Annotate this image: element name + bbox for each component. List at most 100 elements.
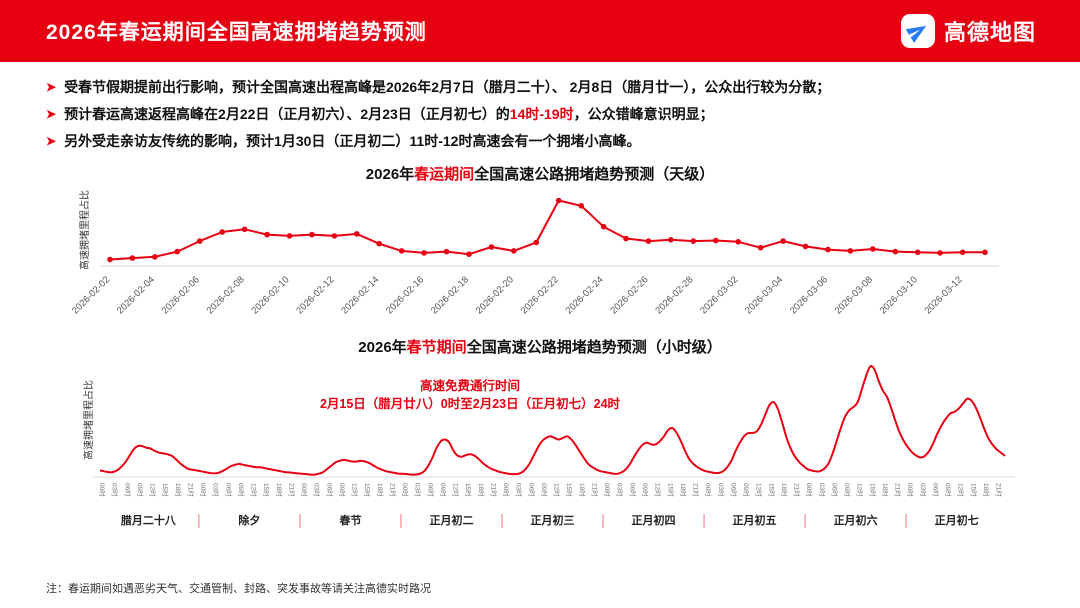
svg-text:2026-03-04: 2026-03-04 — [743, 274, 785, 316]
svg-text:18时: 18时 — [376, 483, 385, 497]
svg-text:06时: 06时 — [830, 483, 839, 497]
svg-text:12时: 12时 — [250, 483, 259, 497]
svg-text:03时: 03时 — [818, 483, 827, 497]
svg-text:2026-03-08: 2026-03-08 — [833, 274, 875, 316]
svg-text:06时: 06时 — [628, 483, 637, 497]
svg-text:2026-02-18: 2026-02-18 — [429, 274, 471, 316]
svg-text:2026-02-16: 2026-02-16 — [384, 274, 426, 316]
svg-text:正月初六: 正月初六 — [834, 513, 878, 527]
svg-text:除夕: 除夕 — [238, 513, 260, 527]
header-bar: 2026年春运期间全国高速拥堵趋势预测 高德地图 — [0, 0, 1080, 62]
arrow-icon: ➤ — [46, 107, 57, 121]
svg-text:06时: 06时 — [325, 483, 334, 497]
svg-text:09时: 09时 — [944, 483, 953, 497]
svg-text:2026-02-28: 2026-02-28 — [653, 274, 695, 316]
svg-text:2026-03-02: 2026-03-02 — [698, 274, 740, 316]
svg-text:12时: 12时 — [351, 483, 360, 497]
svg-text:00时: 00时 — [300, 483, 309, 497]
svg-text:18时: 18时 — [881, 483, 890, 497]
svg-text:00时: 00时 — [906, 483, 915, 497]
svg-text:03时: 03时 — [414, 483, 423, 497]
svg-text:12时: 12时 — [957, 483, 966, 497]
hourly-chart-title: 2026年春节期间全国高速公路拥堵趋势预测（小时级） — [358, 339, 722, 356]
svg-text:12时: 12时 — [149, 483, 158, 497]
svg-text:00时: 00时 — [805, 483, 814, 497]
svg-text:06时: 06时 — [729, 483, 738, 497]
svg-text:18时: 18时 — [679, 483, 688, 497]
bullet-item-2: ➤ 预计春运高速返程高峰在2月22日（正月初六）、2月23日（正月初七）的14时… — [46, 102, 1034, 126]
svg-text:2026-03-12: 2026-03-12 — [923, 274, 965, 316]
svg-text:12时: 12时 — [452, 483, 461, 497]
arrow-icon: ➤ — [46, 80, 57, 94]
svg-text:00时: 00时 — [502, 483, 511, 497]
svg-text:15时: 15时 — [161, 483, 170, 497]
svg-text:15时: 15时 — [565, 483, 574, 497]
svg-text:21时: 21时 — [186, 483, 195, 497]
amap-paper-plane-icon — [900, 14, 935, 48]
svg-text:18时: 18时 — [780, 483, 789, 497]
bullet-item-3: ➤ 另外受走亲访友传统的影响，预计1月30日（正月初二）11时-12时高速会有一… — [46, 129, 1034, 153]
svg-text:2026-02-20: 2026-02-20 — [474, 274, 516, 316]
svg-text:21时: 21时 — [388, 483, 397, 497]
svg-text:21时: 21时 — [995, 483, 1004, 497]
svg-text:09时: 09时 — [237, 483, 246, 497]
svg-text:03时: 03时 — [212, 483, 221, 497]
amap-logo: 高德地图 — [900, 14, 1036, 48]
svg-text:09时: 09时 — [742, 483, 751, 497]
svg-text:12时: 12时 — [654, 483, 663, 497]
svg-text:09时: 09时 — [136, 483, 145, 497]
svg-text:15时: 15时 — [464, 483, 473, 497]
daily-chart-title: 2026年春运期间全国高速公路拥堵趋势预测（天级） — [365, 166, 715, 183]
bullet-text-1: 受春节假期提前出行影响，预计全国高速出程高峰是2026年2月7日（腊月二十）、 … — [64, 79, 831, 95]
svg-text:09时: 09时 — [338, 483, 347, 497]
svg-text:21时: 21时 — [287, 483, 296, 497]
svg-text:09时: 09时 — [843, 483, 852, 497]
svg-text:正月初四: 正月初四 — [632, 513, 676, 527]
svg-text:00时: 00时 — [603, 483, 612, 497]
svg-text:00时: 00时 — [98, 483, 107, 497]
svg-text:15时: 15时 — [969, 483, 978, 497]
svg-text:21时: 21时 — [692, 483, 701, 497]
free-pass-line-1: 高速免费通行时间 — [419, 379, 520, 393]
svg-text:06时: 06时 — [224, 483, 233, 497]
arrow-icon: ➤ — [46, 134, 57, 148]
svg-text:2026-02-02: 2026-02-02 — [70, 274, 112, 316]
page-title: 2026年春运期间全国高速拥堵趋势预测 — [46, 21, 427, 44]
svg-text:2026-02-10: 2026-02-10 — [249, 274, 291, 316]
bullet-text-3: 另外受走亲访友传统的影响，预计1月30日（正月初二）11时-12时高速会有一个拥… — [64, 133, 641, 149]
svg-text:2026-02-26: 2026-02-26 — [608, 274, 650, 316]
svg-text:06时: 06时 — [931, 483, 940, 497]
svg-text:2026-02-06: 2026-02-06 — [160, 274, 202, 316]
svg-text:03时: 03时 — [515, 483, 524, 497]
daily-chart: 高速拥堵里程占比 2026-02-02 2026-02-04 2026-02-06 2… — [40, 186, 1040, 334]
footer-note: 注：春运期间如遇恶劣天气、交通管制、封路、突发事故等请关注高德实时路况 — [46, 583, 431, 595]
svg-text:09时: 09时 — [540, 483, 549, 497]
svg-text:03时: 03时 — [111, 483, 120, 497]
svg-text:21时: 21时 — [489, 483, 498, 497]
svg-text:03时: 03时 — [313, 483, 322, 497]
svg-text:15时: 15时 — [262, 483, 271, 497]
amap-logo-text: 高德地图 — [943, 20, 1036, 45]
svg-text:09时: 09时 — [439, 483, 448, 497]
svg-text:06时: 06时 — [527, 483, 536, 497]
svg-text:2026-03-06: 2026-03-06 — [788, 274, 830, 316]
svg-text:12时: 12时 — [755, 483, 764, 497]
hourly-chart: 高速免费通行时间 2月15日（腊月廿八）0时至2月23日（正月初七）24时 高速… — [40, 359, 1040, 539]
svg-text:18时: 18时 — [477, 483, 486, 497]
svg-text:2026-02-24: 2026-02-24 — [564, 274, 606, 316]
svg-text:21时: 21时 — [894, 483, 903, 497]
svg-text:18时: 18时 — [174, 483, 183, 497]
svg-text:21时: 21时 — [793, 483, 802, 497]
svg-text:2026-02-14: 2026-02-14 — [339, 274, 381, 316]
svg-text:春节: 春节 — [339, 513, 361, 527]
bullet-item-1: ➤ 受春节假期提前出行影响，预计全国高速出程高峰是2026年2月7日（腊月二十）… — [46, 75, 1034, 99]
svg-text:15时: 15时 — [363, 483, 372, 497]
svg-text:00时: 00时 — [704, 483, 713, 497]
bullet-text-2: 预计春运高速返程高峰在2月22日（正月初六）、2月23日（正月初七）的14时-1… — [64, 106, 714, 122]
svg-text:06时: 06时 — [123, 483, 132, 497]
svg-text:正月初七: 正月初七 — [935, 513, 979, 527]
free-pass-line-2: 2月15日（腊月廿八）0时至2月23日（正月初七）24时 — [319, 397, 621, 411]
free-pass-annotation: 高速免费通行时间 2月15日（腊月廿八）0时至2月23日（正月初七）24时 — [40, 377, 900, 413]
